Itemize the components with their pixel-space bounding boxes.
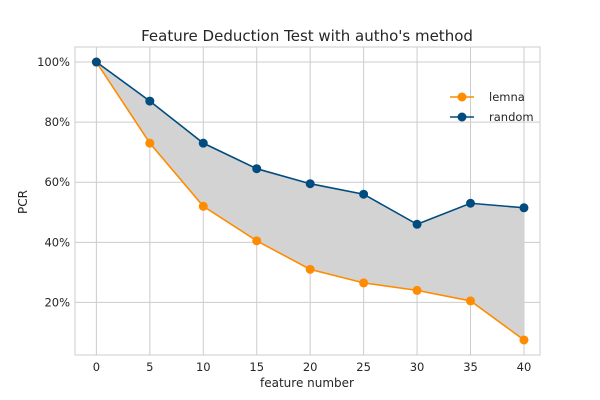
y-tick-label: 80% [44, 115, 70, 129]
data-point-lemna [466, 296, 476, 306]
data-point-lemna [198, 201, 208, 211]
legend-lemna-label: lemna [489, 90, 525, 104]
x-tick-label: 30 [410, 360, 425, 374]
series-layer [91, 57, 529, 345]
x-tick-label: 0 [93, 360, 100, 374]
legend: lemna random [450, 90, 534, 124]
x-tick-label: 25 [356, 360, 371, 374]
x-tick-label: 10 [196, 360, 211, 374]
data-point-random [91, 57, 101, 67]
data-point-lemna [305, 264, 315, 274]
data-point-lemna [412, 285, 422, 295]
y-tick-label: 40% [44, 235, 70, 249]
fill-between-layer [96, 62, 524, 340]
y-tick-label: 20% [44, 295, 70, 309]
data-point-lemna [519, 335, 529, 345]
data-point-random [145, 96, 155, 106]
x-tick-label: 40 [517, 360, 532, 374]
chart-title: Feature Deduction Test with autho's meth… [141, 27, 473, 45]
data-point-random [359, 189, 369, 199]
plot-frame [74, 46, 541, 356]
data-point-lemna [252, 236, 262, 246]
tick-layer: 0 5 10 15 20 25 30 35 40 20% 40% 60% 80% 100% [37, 55, 531, 374]
data-point-random [305, 179, 315, 189]
x-axis-label: feature number [260, 376, 354, 390]
data-point-random [252, 164, 262, 174]
fill-between-area [96, 62, 524, 340]
legend-lemna-marker [457, 92, 467, 102]
y-tick-label: 60% [44, 175, 70, 189]
y-tick-label: 100% [37, 55, 70, 69]
data-point-lemna [145, 138, 155, 148]
data-point-random [198, 138, 208, 148]
legend-random-label: random [489, 110, 534, 124]
data-point-random [466, 198, 476, 208]
legend-random-marker [457, 112, 467, 122]
data-point-random [519, 203, 529, 213]
x-tick-label: 15 [249, 360, 264, 374]
data-point-random [412, 219, 422, 229]
x-tick-label: 20 [303, 360, 318, 374]
data-point-lemna [359, 278, 369, 288]
x-tick-label: 5 [146, 360, 153, 374]
x-tick-label: 35 [463, 360, 478, 374]
y-axis-label: PCR [16, 190, 30, 214]
